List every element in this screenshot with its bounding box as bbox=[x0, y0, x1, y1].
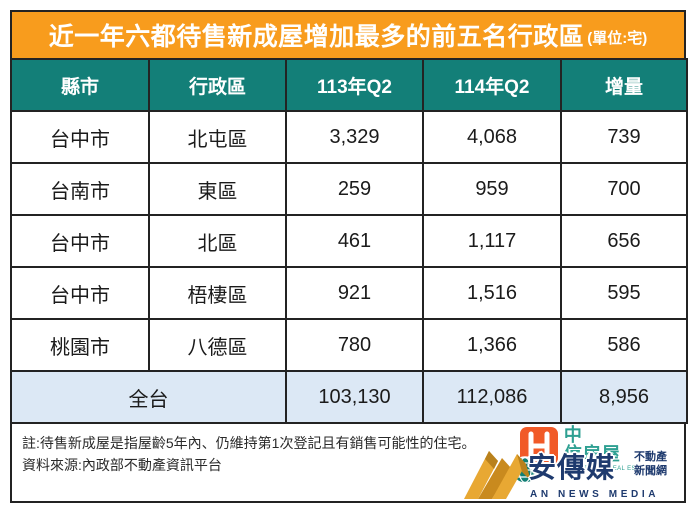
an-tagline-line2: 新聞網 bbox=[634, 464, 667, 477]
an-tagline-line1: 不動產 bbox=[634, 451, 667, 463]
footer: 註:待售新成屋是指屋齡5年內、仍維持第1次登記且有銷售可能性的住宅。 資料來源:… bbox=[10, 422, 686, 503]
cell-district: 八德區 bbox=[148, 318, 287, 372]
cell-increase: 700 bbox=[560, 162, 688, 216]
cell-increase: 586 bbox=[560, 318, 688, 372]
cell-district: 梧棲區 bbox=[148, 266, 287, 320]
title-bar: 近一年六都待售新成屋增加最多的前五名行政區 (單位:宅) bbox=[10, 10, 686, 60]
total-113q2: 103,130 bbox=[285, 370, 424, 424]
cell-113q2: 259 bbox=[285, 162, 424, 216]
col-header-city: 縣市 bbox=[10, 58, 150, 112]
cell-114q2: 1,516 bbox=[422, 266, 562, 320]
cell-city: 桃園市 bbox=[10, 318, 150, 372]
cell-district: 東區 bbox=[148, 162, 287, 216]
table-row: 台南市 東區 259 959 700 bbox=[10, 162, 688, 216]
total-114q2: 112,086 bbox=[422, 370, 562, 424]
table-row: 台中市 北區 461 1,117 656 bbox=[10, 214, 688, 268]
chinatrust-caption: CHINATRUST REAL ESTATE bbox=[563, 465, 652, 472]
an-media-subtitle: AN NEWS MEDIA bbox=[530, 489, 660, 500]
an-media-name: 安傳媒 bbox=[528, 452, 616, 483]
cell-113q2: 461 bbox=[285, 214, 424, 268]
cell-city: 台中市 bbox=[10, 110, 150, 164]
table-total-row: 全台 103,130 112,086 8,956 bbox=[10, 370, 688, 424]
an-monogram-icon bbox=[464, 451, 531, 499]
data-table: 縣市 行政區 113年Q2 114年Q2 增量 台中市 北屯區 3,329 4,… bbox=[10, 58, 688, 424]
cell-114q2: 1,117 bbox=[422, 214, 562, 268]
cell-increase: 656 bbox=[560, 214, 688, 268]
cell-increase: 595 bbox=[560, 266, 688, 320]
cell-city: 台中市 bbox=[10, 214, 150, 268]
page-title: 近一年六都待售新成屋增加最多的前五名行政區 bbox=[48, 23, 585, 51]
table-row: 台中市 北屯區 3,329 4,068 739 bbox=[10, 110, 688, 164]
footer-notes: 註:待售新成屋是指屋齡5年內、仍維持第1次登記且有銷售可能性的住宅。 資料來源:… bbox=[12, 424, 684, 477]
col-header-district: 行政區 bbox=[148, 58, 287, 112]
cell-113q2: 3,329 bbox=[285, 110, 424, 164]
chinatrust-name-line1: 中 bbox=[563, 425, 582, 445]
cell-113q2: 780 bbox=[285, 318, 424, 372]
cell-114q2: 1,366 bbox=[422, 318, 562, 372]
table-row: 台中市 梧棲區 921 1,516 595 bbox=[10, 266, 688, 320]
cell-114q2: 4,068 bbox=[422, 110, 562, 164]
cell-113q2: 921 bbox=[285, 266, 424, 320]
cell-district: 北區 bbox=[148, 214, 287, 268]
total-label: 全台 bbox=[10, 370, 287, 424]
note-line: 註:待售新成屋是指屋齡5年內、仍維持第1次登記且有銷售可能性的住宅。 bbox=[22, 435, 476, 451]
cell-114q2: 959 bbox=[422, 162, 562, 216]
table-header-row: 縣市 行政區 113年Q2 114年Q2 增量 bbox=[10, 58, 688, 112]
an-news-media-logo: 安傳媒 不動產 新聞網 AN NEWS MEDIA bbox=[462, 444, 680, 500]
chinatrust-wordmark: 中 信房屋 CHINATRUST REAL ESTATE bbox=[564, 426, 652, 472]
title-unit: (單位:宅) bbox=[587, 29, 648, 47]
col-header-114q2: 114年Q2 bbox=[422, 58, 562, 112]
cell-city: 台南市 bbox=[10, 162, 150, 216]
logo-cluster: 中 信房屋 CHINATRUST REAL ESTATE 安傳媒 bbox=[462, 424, 680, 501]
total-increase: 8,956 bbox=[560, 370, 688, 424]
an-media-tagline: 不動產 新聞網 bbox=[634, 451, 667, 479]
content-frame: 近一年六都待售新成屋增加最多的前五名行政區 (單位:宅) 縣市 行政區 113年… bbox=[10, 10, 688, 503]
source-line: 資料來源:內政部不動產資訊平台 bbox=[22, 457, 222, 474]
table-row: 桃園市 八德區 780 1,366 586 bbox=[10, 318, 688, 372]
cell-district: 北屯區 bbox=[148, 110, 287, 164]
cell-increase: 739 bbox=[560, 110, 688, 164]
col-header-increase: 增量 bbox=[560, 58, 688, 112]
chinatrust-name-line2: 信房屋 bbox=[563, 443, 621, 464]
col-header-113q2: 113年Q2 bbox=[285, 58, 424, 112]
cell-city: 台中市 bbox=[10, 266, 150, 320]
